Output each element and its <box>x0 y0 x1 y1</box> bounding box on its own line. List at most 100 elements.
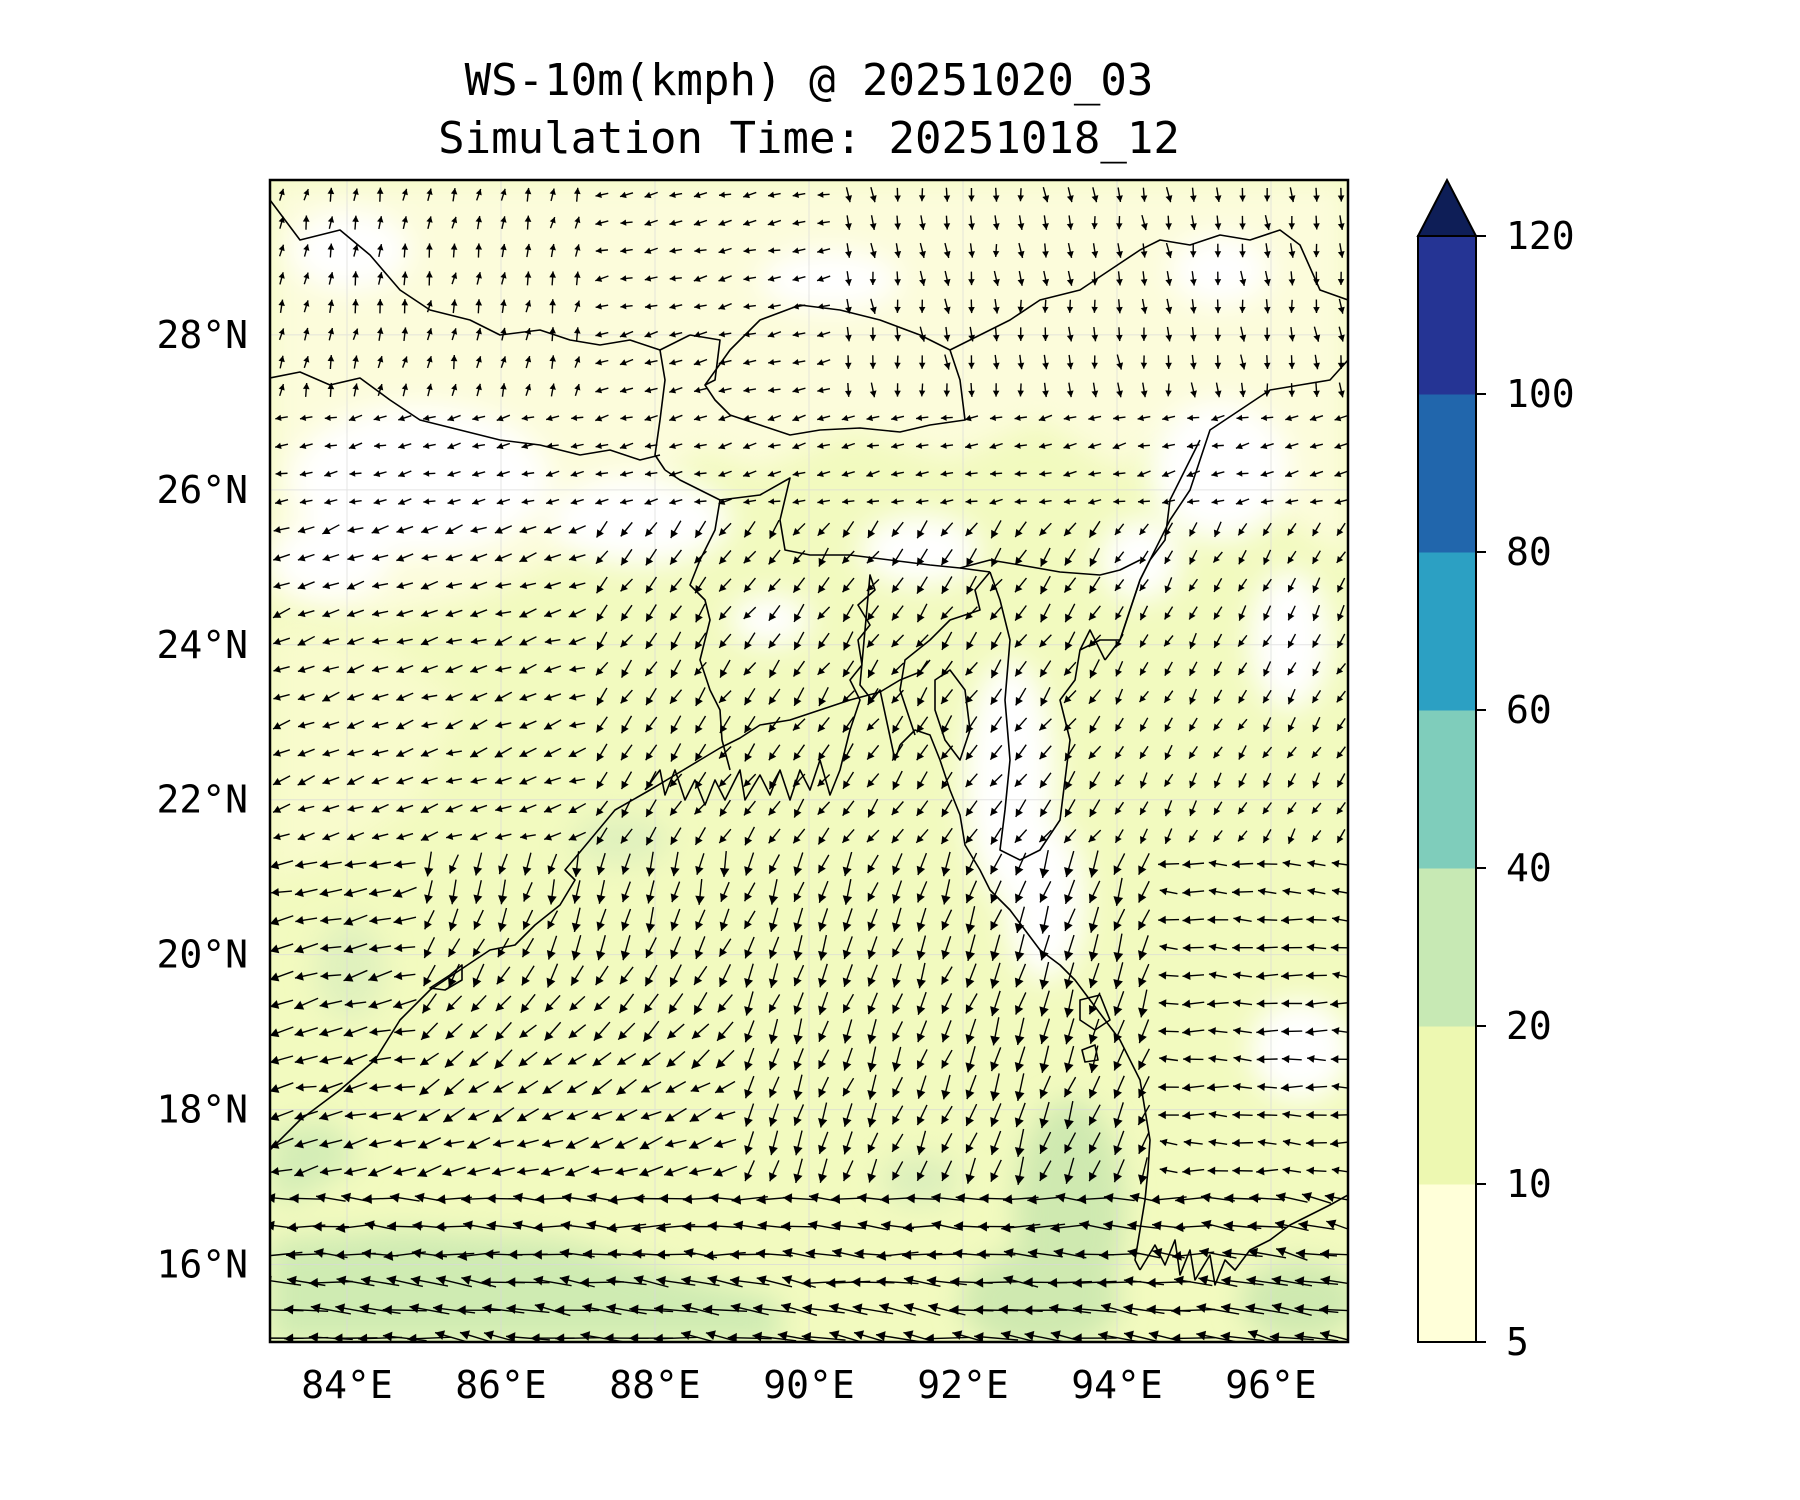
wind-arrow <box>642 1020 660 1043</box>
wind-arrow <box>394 1027 416 1036</box>
wind-arrow <box>1260 470 1274 477</box>
wind-arrow <box>546 963 559 988</box>
wind-arrow <box>941 993 953 1014</box>
wind-arrow <box>1238 605 1247 621</box>
wind-arrow <box>1039 1018 1051 1045</box>
wind-arrow <box>418 1108 441 1122</box>
wind-arrow <box>335 1303 376 1315</box>
wind-arrow <box>793 1130 803 1156</box>
wind-arrow <box>1211 498 1225 505</box>
wind-arrow <box>1287 716 1296 733</box>
wind-arrow <box>621 853 631 875</box>
wind-arrow <box>965 498 978 505</box>
wind-arrow <box>1313 187 1320 202</box>
wind-arrow <box>621 881 631 903</box>
wind-arrow <box>472 963 485 988</box>
wind-arrow <box>842 908 853 932</box>
wind-arrow <box>1123 1276 1165 1286</box>
wind-arrow <box>990 934 1001 961</box>
wind-arrow <box>297 581 315 590</box>
wind-arrow <box>989 774 1003 787</box>
wind-arrow <box>990 631 1002 650</box>
wind-arrow <box>1064 770 1076 790</box>
wind-arrow <box>644 521 658 537</box>
wind-arrow <box>469 692 488 702</box>
wind-arrow <box>943 326 951 342</box>
wind-arrow <box>1114 523 1125 536</box>
wind-arrow <box>278 383 285 397</box>
wind-arrow <box>327 355 335 370</box>
wind-arrow <box>1138 690 1149 703</box>
wind-arrow <box>423 498 436 505</box>
wind-arrow <box>1064 989 1074 1018</box>
wind-arrow <box>595 716 608 733</box>
wind-arrow <box>768 1018 779 1044</box>
wind-arrow <box>491 1167 515 1177</box>
wind-arrow <box>1319 1304 1348 1315</box>
wind-arrow <box>401 356 408 368</box>
wind-arrow <box>1311 690 1322 704</box>
wind-arrow <box>1288 383 1296 397</box>
wind-arrow <box>619 966 634 985</box>
wind-arrow <box>891 963 902 988</box>
wind-arrow <box>273 526 290 534</box>
wind-arrow <box>273 582 290 590</box>
wind-arrow <box>424 880 433 904</box>
wind-arrow <box>496 414 511 422</box>
wind-arrow <box>1064 1018 1075 1045</box>
wind-arrow <box>1165 270 1173 286</box>
wind-arrow <box>278 299 285 313</box>
wind-arrow <box>931 1193 963 1203</box>
wind-arrow <box>1039 1160 1052 1182</box>
wind-arrow <box>320 971 342 980</box>
wind-arrow <box>549 327 556 342</box>
wind-arrow <box>1262 829 1272 844</box>
wind-arrow <box>1039 961 1050 990</box>
wind-arrow <box>521 498 535 505</box>
wind-arrow <box>990 1047 1002 1072</box>
wind-arrow <box>926 1276 967 1286</box>
wind-arrow <box>318 1082 343 1093</box>
wind-arrow <box>842 964 853 988</box>
wind-arrow <box>818 1131 829 1155</box>
wind-arrow <box>891 801 904 816</box>
wind-arrow <box>349 470 362 477</box>
wind-arrow <box>866 633 880 648</box>
wind-arrow <box>1288 243 1296 258</box>
y-axis: 16°N18°N20°N22°N24°N26°N28°N <box>156 313 248 1287</box>
wind-arrow <box>1235 498 1250 505</box>
wind-arrow <box>424 851 434 877</box>
wind-arrow <box>1064 548 1076 566</box>
wind-arrow <box>352 188 359 202</box>
wind-arrow <box>1088 605 1101 621</box>
wind-arrow <box>928 1302 966 1316</box>
wind-arrow <box>1063 498 1077 505</box>
wind-arrow <box>496 498 511 505</box>
wind-arrow <box>1091 299 1098 313</box>
wind-arrow <box>547 879 557 905</box>
wind-arrow <box>990 470 1003 477</box>
wind-arrow <box>965 1103 978 1127</box>
colorbar-label: 100 <box>1506 372 1575 416</box>
wind-arrow <box>497 907 508 932</box>
wind-arrow <box>1211 470 1225 477</box>
wind-arrow <box>420 665 438 674</box>
wind-arrow <box>396 776 414 785</box>
x-tick-label: 90°E <box>763 1363 855 1407</box>
wind-arrow <box>1311 746 1322 759</box>
wind-arrow <box>916 603 928 623</box>
wind-arrow <box>1138 1019 1150 1044</box>
wind-arrow <box>1023 1305 1068 1316</box>
wind-arrow <box>1262 522 1272 537</box>
wind-arrow <box>644 498 658 505</box>
wind-arrow <box>494 1021 512 1041</box>
wind-arrow <box>1042 382 1049 398</box>
wind-arrow <box>540 1166 565 1177</box>
y-tick-label: 18°N <box>156 1088 248 1132</box>
wind-arrow <box>1198 1275 1238 1288</box>
wind-arrow <box>718 414 732 422</box>
wind-arrow <box>817 522 831 537</box>
wind-arrow <box>1063 470 1077 478</box>
wind-arrow <box>817 606 831 620</box>
